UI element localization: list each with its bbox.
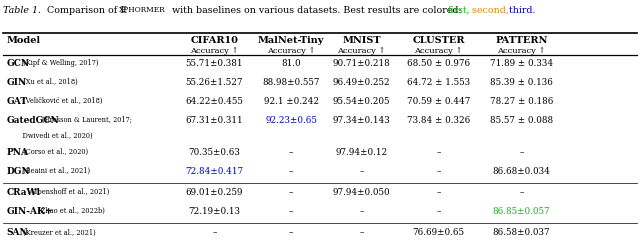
Text: DGN: DGN xyxy=(6,167,30,176)
Text: second,: second, xyxy=(469,6,509,15)
Text: 68.50 ± 0.976: 68.50 ± 0.976 xyxy=(407,59,470,68)
Text: Accuracy ↑: Accuracy ↑ xyxy=(190,47,239,55)
Text: Comparison of E: Comparison of E xyxy=(44,6,127,15)
Text: MalNet-Tiny: MalNet-Tiny xyxy=(258,36,324,45)
Text: 55.71±0.381: 55.71±0.381 xyxy=(186,59,243,68)
Text: –: – xyxy=(436,207,440,216)
Text: –: – xyxy=(289,148,293,157)
Text: PNA: PNA xyxy=(6,148,28,157)
Text: GIN-AK+: GIN-AK+ xyxy=(6,207,53,216)
Text: GAT: GAT xyxy=(6,97,28,106)
Text: Accuracy ↑: Accuracy ↑ xyxy=(337,47,386,55)
Text: Accuracy ↑: Accuracy ↑ xyxy=(267,47,316,55)
Text: 70.35±0.63: 70.35±0.63 xyxy=(188,148,241,157)
Text: Dwivedi et al., 2020): Dwivedi et al., 2020) xyxy=(14,132,93,140)
Text: CRaWl: CRaWl xyxy=(6,188,40,197)
Text: 86.58±0.037: 86.58±0.037 xyxy=(493,228,550,237)
Text: GCN: GCN xyxy=(6,59,29,68)
Text: 67.31±0.311: 67.31±0.311 xyxy=(186,116,243,125)
Text: 73.84 ± 0.326: 73.84 ± 0.326 xyxy=(407,116,470,125)
Text: CLUSTER: CLUSTER xyxy=(412,36,465,45)
Text: 76.69±0.65: 76.69±0.65 xyxy=(412,228,465,237)
Text: 85.39 ± 0.136: 85.39 ± 0.136 xyxy=(490,78,553,87)
Text: –: – xyxy=(289,188,293,197)
Text: SAN: SAN xyxy=(6,228,28,237)
Text: –: – xyxy=(520,188,524,197)
Text: –: – xyxy=(289,228,293,237)
Text: (Beaini et al., 2021): (Beaini et al., 2021) xyxy=(21,167,90,175)
Text: (Zhao et al., 2022b): (Zhao et al., 2022b) xyxy=(36,207,106,215)
Text: 90.71±0.218: 90.71±0.218 xyxy=(333,59,390,68)
Text: (Xu et al., 2018): (Xu et al., 2018) xyxy=(21,78,78,86)
Text: 81.0: 81.0 xyxy=(282,59,301,68)
Text: –: – xyxy=(436,188,440,197)
Text: –: – xyxy=(212,228,216,237)
Text: 69.01±0.259: 69.01±0.259 xyxy=(186,188,243,197)
Text: (Kreuzer et al., 2021): (Kreuzer et al., 2021) xyxy=(21,228,96,236)
Text: 92.1 ±0.242: 92.1 ±0.242 xyxy=(264,97,319,106)
Text: 55.26±1.527: 55.26±1.527 xyxy=(186,78,243,87)
Text: –: – xyxy=(360,207,364,216)
Text: 97.34±0.143: 97.34±0.143 xyxy=(333,116,390,125)
Text: CIFAR10: CIFAR10 xyxy=(191,36,239,45)
Text: GatedGCN: GatedGCN xyxy=(6,116,59,125)
Text: (Bresson & Laurent, 2017;: (Bresson & Laurent, 2017; xyxy=(40,116,132,124)
Text: Model: Model xyxy=(6,36,40,45)
Text: 72.19±0.13: 72.19±0.13 xyxy=(188,207,241,216)
Text: 97.94±0.050: 97.94±0.050 xyxy=(333,188,390,197)
Text: PATTERN: PATTERN xyxy=(495,36,548,45)
Text: 96.49±0.252: 96.49±0.252 xyxy=(333,78,390,87)
Text: 86.68±0.034: 86.68±0.034 xyxy=(493,167,550,176)
Text: 95.54±0.205: 95.54±0.205 xyxy=(333,97,390,106)
Text: XPHORMER: XPHORMER xyxy=(119,6,166,14)
Text: –: – xyxy=(520,148,524,157)
Text: 70.59 ± 0.447: 70.59 ± 0.447 xyxy=(406,97,470,106)
Text: –: – xyxy=(436,167,440,176)
Text: 97.94±0.12: 97.94±0.12 xyxy=(335,148,388,157)
Text: Table 1.: Table 1. xyxy=(3,6,41,15)
Text: (Toenshoff et al., 2021): (Toenshoff et al., 2021) xyxy=(29,188,109,196)
Text: –: – xyxy=(289,207,293,216)
Text: MNIST: MNIST xyxy=(342,36,381,45)
Text: 92.23±0.65: 92.23±0.65 xyxy=(265,116,317,125)
Text: third.: third. xyxy=(506,6,535,15)
Text: –: – xyxy=(436,148,440,157)
Text: 64.22±0.455: 64.22±0.455 xyxy=(186,97,243,106)
Text: (Corso et al., 2020): (Corso et al., 2020) xyxy=(21,148,88,156)
Text: (Veličković et al., 2018): (Veličković et al., 2018) xyxy=(21,97,102,105)
Text: 72.84±0.417: 72.84±0.417 xyxy=(186,167,243,176)
Text: Accuracy ↑: Accuracy ↑ xyxy=(414,47,463,55)
Text: with baselines on various datasets. Best results are colored:: with baselines on various datasets. Best… xyxy=(169,6,465,15)
Text: 64.72 ± 1.553: 64.72 ± 1.553 xyxy=(407,78,470,87)
Text: 71.89 ± 0.334: 71.89 ± 0.334 xyxy=(490,59,553,68)
Text: first,: first, xyxy=(448,6,470,15)
Text: –: – xyxy=(289,167,293,176)
Text: 78.27 ± 0.186: 78.27 ± 0.186 xyxy=(490,97,554,106)
Text: 85.57 ± 0.088: 85.57 ± 0.088 xyxy=(490,116,553,125)
Text: GIN: GIN xyxy=(6,78,27,87)
Text: 88.98±0.557: 88.98±0.557 xyxy=(262,78,320,87)
Text: 86.85±0.057: 86.85±0.057 xyxy=(493,207,550,216)
Text: Accuracy ↑: Accuracy ↑ xyxy=(497,47,546,55)
Text: –: – xyxy=(360,228,364,237)
Text: –: – xyxy=(360,167,364,176)
Text: (Kipf & Welling, 2017): (Kipf & Welling, 2017) xyxy=(21,59,99,67)
